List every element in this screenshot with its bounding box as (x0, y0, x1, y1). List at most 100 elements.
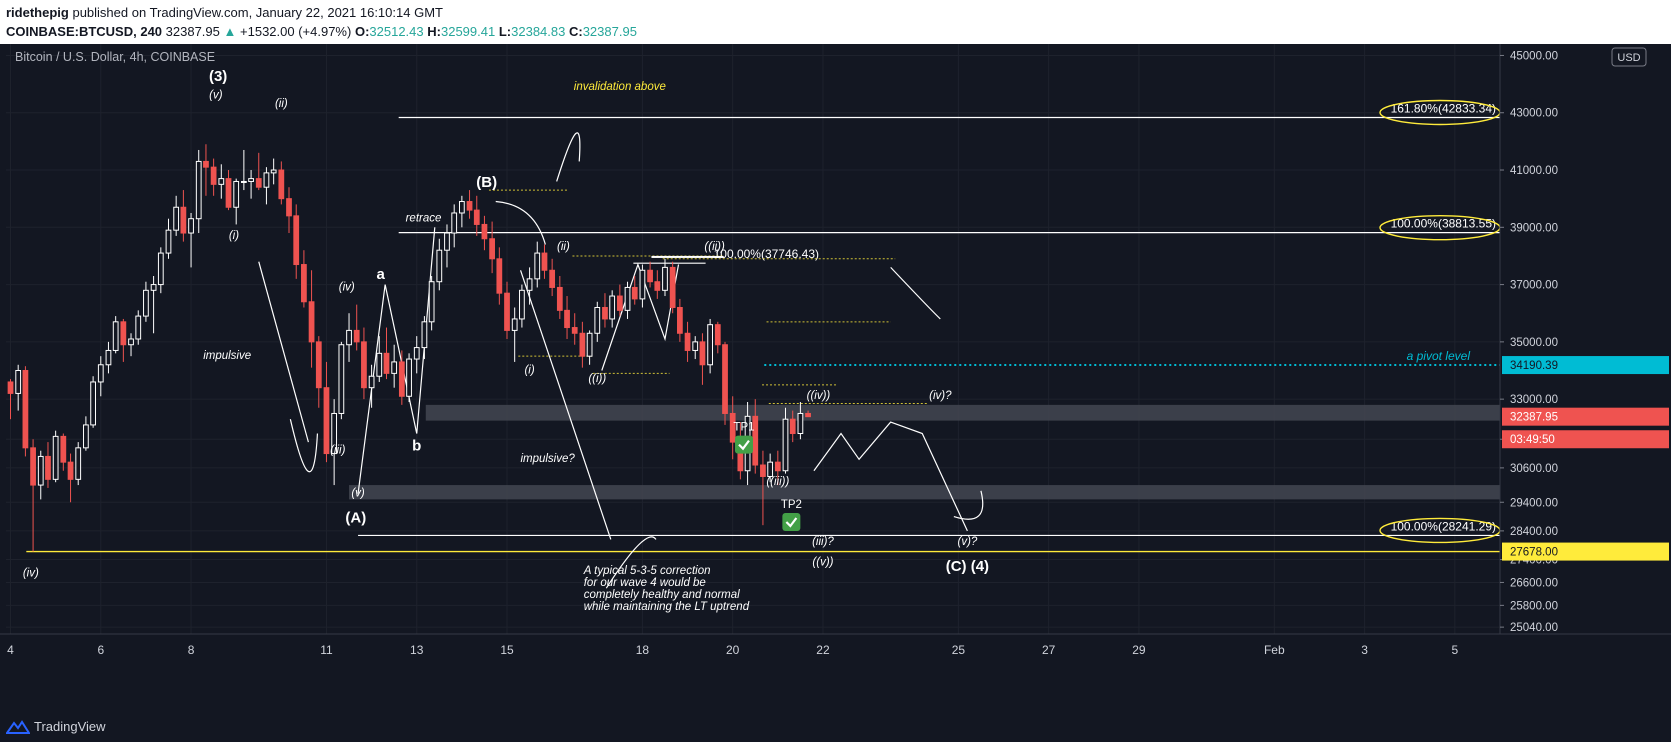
price-axis-label-bg (1502, 430, 1669, 449)
publish-header: ridethepig published on TradingView.com,… (0, 0, 1671, 44)
candle-body (353, 329, 360, 343)
high-value: 32599.41 (440, 24, 496, 39)
wave-path-drawing (519, 270, 612, 540)
y-tick-label: 25040.00 (1510, 622, 1558, 634)
x-tick-label: 3 (1361, 643, 1368, 657)
candle-body (346, 329, 352, 346)
x-tick-label: Feb (1264, 643, 1285, 657)
candle-body (722, 344, 728, 414)
note-text: for our wave 4 would be (584, 577, 706, 589)
wave-label: (iv) (339, 281, 355, 293)
candle-body (624, 286, 631, 311)
candle-body (120, 321, 127, 346)
price-axis-label-bg (1502, 542, 1669, 561)
y-tick-label: 45000.00 (1510, 50, 1558, 62)
wave-label: ((ii)) (704, 241, 725, 253)
candles-layer (7, 144, 811, 552)
curved-arrow-drawing (556, 132, 581, 182)
candle-body (7, 381, 14, 394)
curved-arrow-drawing (953, 490, 984, 520)
candle-body (315, 341, 322, 389)
annotations-layer: (3) (v) (ii) (i) impulsive (iv) a (iii) (v) (A) b r… (23, 68, 989, 613)
wave-path-drawing (357, 227, 436, 494)
wave-path-drawing (813, 421, 968, 532)
fib-level-label: 100.00%(37746.43) (714, 247, 819, 261)
price-change: +1532.00 (+4.97%) (240, 24, 352, 39)
wave-path-drawing (258, 261, 309, 443)
candle-body (255, 178, 262, 188)
candle-body (90, 381, 96, 426)
candle-body (729, 412, 736, 443)
candle-body (188, 218, 194, 234)
note-text: A typical 5-3-5 correction (583, 565, 711, 577)
y-tick-label: 25800.00 (1510, 600, 1558, 612)
candle-body (263, 172, 270, 188)
low-label: L: (498, 24, 512, 39)
wave-label: (A) (345, 509, 366, 526)
candle-body (714, 324, 721, 346)
candle-body (210, 166, 217, 185)
y-tick-label: 35000.00 (1510, 337, 1558, 349)
currency-label[interactable]: USD (1617, 52, 1640, 64)
fib-level-label: 161.80%(42833.34) (1391, 102, 1496, 116)
wave-label: (v)? (957, 536, 977, 548)
candle-body (609, 295, 616, 320)
wave-label: (v) (209, 89, 223, 101)
candle-body (579, 332, 586, 357)
fib-level-label: 100.00%(38813.55) (1391, 217, 1496, 231)
publish-line: ridethepig published on TradingView.com,… (6, 5, 443, 20)
zones-layer (349, 404, 1501, 500)
candle-body (789, 418, 796, 435)
wave-label: (iv) (23, 568, 39, 580)
y-tick-label: 29400.00 (1510, 497, 1558, 509)
candle-body (616, 295, 623, 311)
candle-body (22, 370, 29, 449)
y-tick-label: 41000.00 (1510, 165, 1558, 177)
open-label: O: (354, 24, 370, 39)
candle-body (150, 284, 157, 291)
candle-body (143, 289, 149, 317)
candle-body (75, 447, 82, 480)
candle-body (564, 309, 570, 329)
author-name[interactable]: ridethepig (6, 5, 69, 20)
candle-body (654, 281, 661, 291)
candle-body (37, 455, 44, 486)
candle-body (361, 341, 367, 389)
chart-grid (6, 44, 1500, 634)
candle-body (639, 269, 646, 300)
candle-body (586, 332, 593, 357)
fib-level-label: a pivot level (1407, 349, 1471, 363)
candle-body (549, 269, 556, 288)
publish-info: published on TradingView.com, January 22… (72, 5, 443, 20)
candle-body (308, 301, 315, 343)
candle-body (631, 286, 638, 300)
x-tick-label: 15 (500, 643, 514, 657)
candle-body (797, 412, 804, 435)
tradingview-brand[interactable]: TradingView (6, 719, 106, 734)
price-axis-label-bg (1502, 407, 1669, 426)
candle-body (165, 229, 172, 254)
candle-body (767, 461, 774, 477)
curved-arrow-drawing (605, 536, 657, 589)
candle-body (270, 169, 277, 174)
candle-body (707, 324, 713, 366)
wave-label: (i) (524, 364, 534, 376)
candle-body (67, 461, 74, 480)
candle-body (30, 447, 36, 486)
curved-arrow-drawing (495, 200, 546, 245)
candle-body (233, 180, 240, 208)
candle-body (331, 412, 338, 455)
candle-body (534, 252, 541, 280)
candle-body (444, 232, 450, 251)
wave-label: invalidation above (574, 81, 666, 93)
close-label: C: (568, 24, 583, 39)
range-line-drawing (651, 255, 724, 258)
y-tick-label: 39000.00 (1510, 222, 1558, 234)
currency-button[interactable]: USD (1611, 47, 1647, 67)
candle-body (240, 180, 247, 183)
candle-body (195, 160, 202, 220)
candle-body (504, 292, 510, 331)
currency-box[interactable] (1611, 47, 1647, 67)
